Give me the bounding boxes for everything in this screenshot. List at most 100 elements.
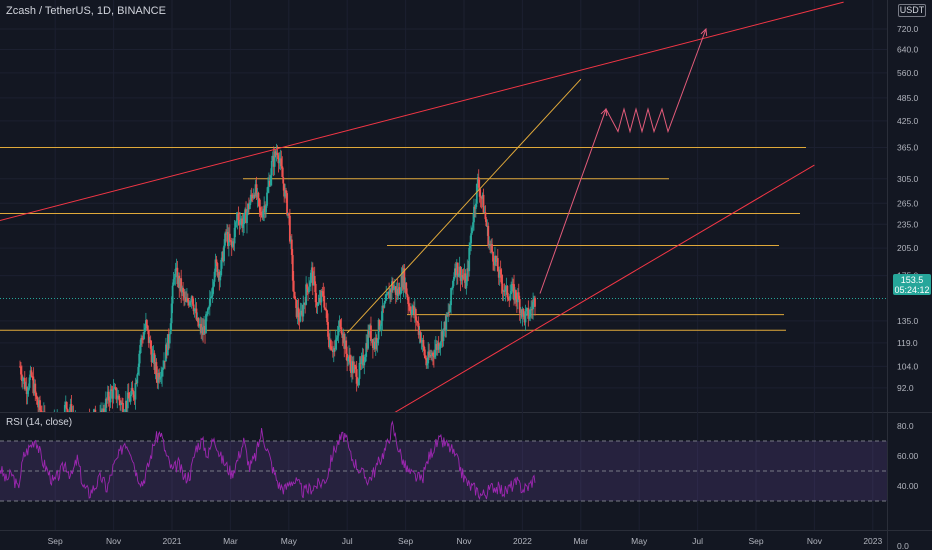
candle-body [274, 151, 277, 156]
candle-body [31, 375, 34, 377]
candle-body [129, 394, 132, 402]
candle-body [362, 355, 365, 366]
candle-body [347, 358, 349, 362]
candle-body [275, 152, 278, 156]
candle-body [235, 220, 238, 223]
candle-body [366, 343, 369, 349]
candle-body [349, 355, 351, 363]
candle-body [294, 298, 297, 300]
candle-body [479, 196, 482, 198]
candle-body [311, 267, 314, 286]
time-axis-label: Nov [807, 536, 823, 546]
candle-body [435, 344, 438, 350]
candle-body [134, 383, 137, 400]
candle-body [530, 309, 533, 311]
candle-body [496, 258, 499, 272]
candle-body [379, 325, 382, 330]
candle-body [117, 395, 120, 399]
candle-body [325, 308, 328, 311]
price-axis-label: 560.0 [897, 68, 919, 78]
candle-body [282, 177, 285, 184]
candle-body [143, 332, 145, 339]
candle-body [375, 337, 378, 344]
candle-body [395, 288, 398, 295]
candle-body [402, 268, 405, 288]
candle-body [334, 339, 337, 349]
candle-body [409, 306, 411, 312]
candle-body [470, 233, 473, 244]
candle-body [194, 308, 197, 310]
candle-body [169, 323, 172, 335]
candle-body [30, 370, 33, 376]
candle-body [452, 280, 454, 288]
candle-body [328, 336, 330, 348]
candle-body [308, 286, 310, 293]
candle-body [279, 158, 282, 161]
candle-body [499, 269, 502, 275]
candle-body [247, 203, 250, 210]
candle-body [451, 287, 453, 289]
candle-body [428, 351, 431, 357]
candle-body [146, 325, 149, 330]
candle-body [85, 424, 87, 432]
candle-body [137, 367, 140, 375]
candle-body [100, 410, 102, 412]
candle-body [331, 349, 334, 353]
price-axis-label: 640.0 [897, 45, 919, 55]
candle-body [488, 244, 491, 247]
candle-body [124, 400, 127, 412]
candle-body [273, 151, 276, 167]
candle-body [469, 243, 472, 248]
candle-body [254, 184, 257, 197]
candle-body [152, 353, 155, 355]
candle-body [157, 372, 160, 383]
candle-body [339, 320, 342, 328]
candle-body [466, 268, 469, 282]
candle-body [354, 366, 357, 370]
candle-body [128, 398, 131, 402]
candle-body [182, 287, 184, 292]
candle-body [153, 353, 156, 370]
time-axis-label: 2022 [513, 536, 532, 546]
rsi-axis-label: 0.0 [897, 541, 909, 550]
currency-badge[interactable]: USDT [898, 4, 926, 17]
candle-body [327, 322, 329, 337]
price-axis-label: 265.0 [897, 198, 919, 208]
candle-body [145, 320, 148, 326]
candle-body [450, 288, 452, 306]
time-axis-label: Sep [748, 536, 763, 546]
candle-body [376, 339, 379, 344]
price-axis-label: 365.0 [897, 142, 919, 152]
candle-body [75, 419, 77, 420]
candle-body [21, 378, 24, 382]
candle-body [423, 346, 426, 356]
candle-body [404, 282, 407, 290]
candle-body [107, 391, 110, 401]
candle-body [443, 321, 446, 329]
wedge-upper-line [346, 78, 582, 334]
candle-body [246, 211, 248, 224]
candle-body [232, 241, 235, 244]
candle-body [168, 334, 171, 344]
price-axis-label: 135.0 [897, 316, 919, 326]
projection-arrow-1 [600, 107, 608, 117]
current-price-badge: 153.5 05:24:12 [893, 274, 931, 295]
time-axis-label: Sep [48, 536, 63, 546]
candle-body [19, 366, 21, 368]
candle-body [463, 273, 466, 279]
candle-body [286, 193, 288, 215]
candle-body [147, 329, 150, 343]
time-axis-label: 2023 [863, 536, 882, 546]
candle-body [229, 240, 232, 242]
candle-body [408, 304, 411, 307]
candle-body [223, 245, 225, 262]
channel-lower-line [394, 164, 815, 412]
candle-body [203, 325, 205, 335]
candle-body [97, 422, 99, 427]
candle-body [113, 387, 116, 389]
candle-body [388, 291, 390, 299]
candle-body [125, 400, 128, 409]
candle-body [219, 275, 222, 281]
candle-body [84, 424, 86, 433]
